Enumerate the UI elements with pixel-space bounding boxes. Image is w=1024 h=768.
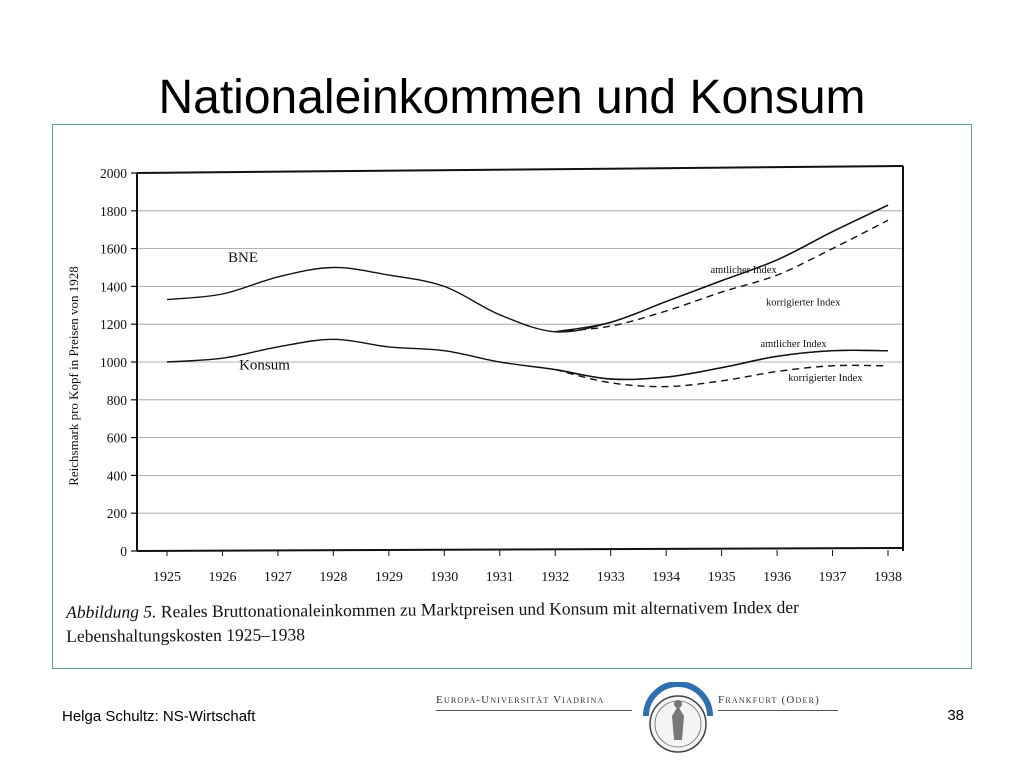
x-tick-label: 1938 xyxy=(874,570,902,585)
y-tick-label: 0 xyxy=(120,544,127,559)
x-tick-label: 1928 xyxy=(319,570,347,585)
chart-series xyxy=(166,204,889,388)
series-line-bne-amtlicher-index xyxy=(555,204,889,333)
figure-caption: Abbildung 5. Reales Bruttonationaleinkom… xyxy=(66,594,926,648)
x-tick-labels: 1925 1926 1927 1928 1929 1930 1931 1932 1933 1934… xyxy=(153,570,902,585)
x-tick-label: 1936 xyxy=(763,570,791,585)
x-tick-label: 1931 xyxy=(486,570,514,585)
caption-label: Abbildung 5. xyxy=(66,601,157,622)
x-tick-label: 1927 xyxy=(264,570,292,585)
x-tick-label: 1930 xyxy=(430,570,458,585)
annotation-label: amtlicher Index xyxy=(711,265,778,276)
y-tick-label: 2000 xyxy=(100,166,127,181)
x-tick-label: 1937 xyxy=(819,570,847,585)
page-number: 38 xyxy=(947,707,964,724)
x-tick-label: 1934 xyxy=(652,570,680,585)
annotation-label: korrigierter Index xyxy=(788,373,863,384)
x-axis-line xyxy=(136,547,904,552)
y-tick-label: 800 xyxy=(107,393,128,408)
series-line-bne-bne xyxy=(166,204,889,333)
y-tick-labels: 0 200 400 600 800 1000 1200 1400 1600 1800 2000 xyxy=(100,166,127,559)
chart-axes xyxy=(131,165,904,556)
y-tick-label: 1800 xyxy=(100,204,127,219)
x-tick-label: 1929 xyxy=(375,570,403,585)
x-tick-label: 1935 xyxy=(708,570,736,585)
y-tick-label: 1400 xyxy=(100,279,127,294)
y-tick-label: 1600 xyxy=(100,242,127,257)
grid-lines xyxy=(137,210,903,514)
slide-title: Nationaleinkommen und Konsum xyxy=(158,71,866,125)
annotation-label: Konsum xyxy=(239,358,290,374)
y-tick-label: 600 xyxy=(107,431,128,446)
annotation-label: BNE xyxy=(228,250,258,266)
logo-rule-left xyxy=(436,710,632,711)
series-line-bne-korrigierter-index xyxy=(555,219,889,333)
y-tick-label: 200 xyxy=(107,506,128,521)
x-tick-label: 1926 xyxy=(208,570,236,585)
y-tick-label: 1000 xyxy=(100,355,127,370)
logo-right-text: Frankfurt (Oder) xyxy=(718,694,820,706)
line-chart: 0 200 400 600 800 1000 1200 1400 1600 1800 2000 19… xyxy=(66,165,904,585)
university-logo: Europa-Universität Viadrina Frankfurt (O… xyxy=(432,680,842,760)
logo-rule-right xyxy=(718,710,838,711)
plot-top-border xyxy=(136,165,904,174)
x-tick-label: 1925 xyxy=(153,570,181,585)
x-tick-label: 1932 xyxy=(541,570,569,585)
university-seal-icon xyxy=(643,682,713,753)
series-line-konsum-korrigierter-index xyxy=(555,364,889,388)
y-tick-label: 1200 xyxy=(100,317,127,332)
logo-left-text: Europa-Universität Viadrina xyxy=(436,694,605,706)
series-line-konsum-amtlicher-index xyxy=(555,349,889,381)
annotation-label: amtlicher Index xyxy=(760,339,827,350)
series-annotations: BNE Konsum amtlicher Index korrigierter Ind… xyxy=(228,250,863,384)
figure-frame: 0 200 400 600 800 1000 1200 1400 1600 1800 2000 19… xyxy=(52,124,972,669)
y-axis-label: Reichsmark pro Kopf in Preisen von 1928 xyxy=(66,266,81,486)
footer-author: Helga Schultz: NS-Wirtschaft xyxy=(62,708,256,725)
caption-text: Reales Bruttonationaleinkommen zu Marktp… xyxy=(66,596,800,646)
y-tick-label: 400 xyxy=(107,468,128,483)
annotation-label: korrigierter Index xyxy=(766,297,841,308)
x-tick-label: 1933 xyxy=(597,570,625,585)
